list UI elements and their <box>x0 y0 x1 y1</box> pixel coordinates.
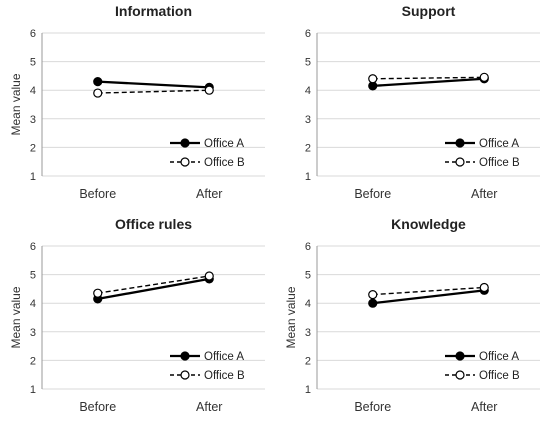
legend-marker <box>455 351 465 361</box>
legend-marker <box>180 370 190 380</box>
y-axis-label: Mean value <box>9 73 23 135</box>
legend-marker <box>455 157 465 167</box>
series-line <box>372 77 485 88</box>
y-tick-label: 3 <box>30 114 36 126</box>
y-tick-label: 5 <box>30 270 36 282</box>
chart-panel-office-rules: Office rules 1 2 3 4 5 6 Mean value Before After O… <box>0 213 275 425</box>
y-tick-label: 5 <box>305 57 311 69</box>
y-tick-label: 2 <box>305 142 311 154</box>
legend-marker <box>180 138 190 148</box>
data-point <box>93 77 103 87</box>
chart-title: Support <box>402 3 456 19</box>
y-tick-label: 1 <box>305 384 311 396</box>
data-point <box>204 85 214 95</box>
data-point <box>204 271 214 281</box>
chart-svg: Information 1 2 3 4 5 6 Mean value Before After Of… <box>9 3 265 201</box>
data-point <box>368 290 378 300</box>
legend-label: Office A <box>479 138 519 150</box>
y-tick-label: 2 <box>30 355 36 367</box>
series-line <box>97 277 210 301</box>
legend-marker <box>455 138 465 148</box>
y-axis-label: Mean value <box>9 286 23 348</box>
x-tick-label: Before <box>79 187 116 201</box>
y-tick-label: 3 <box>30 327 36 339</box>
chart-svg: Office rules 1 2 3 4 5 6 Mean value Before After O… <box>9 216 265 414</box>
y-axis-label: Mean value <box>284 286 298 348</box>
chart-panel-support: Support 1 2 3 4 5 6 Before After Office A Office B <box>275 0 550 212</box>
data-point <box>368 298 378 308</box>
y-tick-label: 6 <box>305 241 311 253</box>
series-line <box>97 275 210 294</box>
y-tick-label: 2 <box>305 355 311 367</box>
legend-label: Office A <box>479 351 519 363</box>
chart-title: Information <box>115 3 192 19</box>
data-point <box>368 74 378 84</box>
x-tick-label: After <box>471 187 497 201</box>
y-tick-label: 1 <box>30 384 36 396</box>
chart-panel-knowledge: Knowledge 1 2 3 4 5 6 Mean value Before After Offi… <box>275 213 550 425</box>
data-point <box>479 72 489 82</box>
y-tick-label: 5 <box>30 57 36 69</box>
y-tick-label: 1 <box>305 171 311 183</box>
series-line <box>372 76 485 80</box>
x-tick-label: Before <box>354 400 391 414</box>
data-point <box>479 282 489 293</box>
series-line <box>97 89 210 94</box>
data-point <box>93 88 103 98</box>
legend-label: Office B <box>479 370 520 382</box>
y-tick-label: 4 <box>30 85 36 97</box>
chart-title: Office rules <box>115 216 192 232</box>
legend-label: Office B <box>204 157 245 169</box>
y-tick-label: 4 <box>30 298 36 310</box>
legend-label: Office B <box>479 157 520 169</box>
chart-title: Knowledge <box>391 216 466 232</box>
y-tick-label: 5 <box>305 270 311 282</box>
x-tick-label: After <box>196 187 222 201</box>
chart-svg: Knowledge 1 2 3 4 5 6 Mean value Before After Offi… <box>284 216 540 414</box>
y-tick-label: 6 <box>30 28 36 40</box>
y-tick-label: 4 <box>305 298 311 310</box>
y-tick-label: 3 <box>305 114 311 126</box>
series-line <box>372 289 485 305</box>
legend-label: Office A <box>204 138 244 150</box>
legend-label: Office A <box>204 351 244 363</box>
x-tick-label: Before <box>354 187 391 201</box>
x-tick-label: Before <box>79 400 116 414</box>
y-tick-label: 2 <box>30 142 36 154</box>
y-tick-label: 6 <box>305 28 311 40</box>
series-line <box>97 80 210 89</box>
chart-panel-information: Information 1 2 3 4 5 6 Mean value Before After Of… <box>0 0 275 212</box>
legend-marker <box>180 351 190 361</box>
y-tick-label: 3 <box>305 327 311 339</box>
legend-marker <box>455 370 465 380</box>
legend-marker <box>180 157 190 167</box>
data-point <box>93 288 103 298</box>
y-tick-label: 6 <box>30 241 36 253</box>
series-line <box>372 286 485 296</box>
y-tick-label: 1 <box>30 171 36 183</box>
chart-svg: Support 1 2 3 4 5 6 Before After Office A Office B <box>305 3 540 201</box>
legend-label: Office B <box>204 370 245 382</box>
x-tick-label: After <box>196 400 222 414</box>
y-tick-label: 4 <box>305 85 311 97</box>
x-tick-label: After <box>471 400 497 414</box>
